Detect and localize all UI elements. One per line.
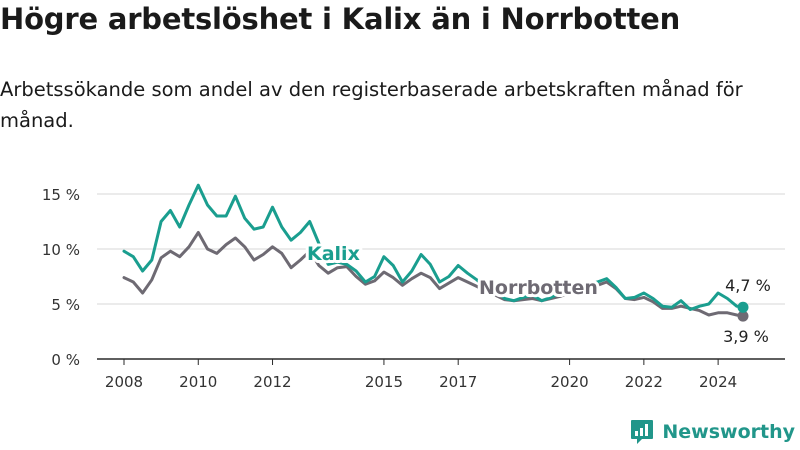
y-tick-label: 5 % — [51, 296, 80, 314]
end-value-label-norrbotten: 3,9 % — [723, 327, 769, 346]
series-label-norrbotten: Norrbotten — [479, 277, 598, 299]
axes: 0 % 5 % 10 % 15 % 2008 2010 2012 2015 2017 2020 20… — [42, 186, 785, 391]
series — [122, 183, 749, 322]
x-tick-label: 2010 — [179, 373, 217, 391]
series-label-kalix-halo: Kalix — [307, 243, 360, 265]
series-label-kalix: Kalix — [307, 243, 360, 265]
brand-name: Newsworthy — [662, 421, 795, 443]
y-tick-label: 0 % — [51, 351, 80, 369]
x-tick-label: 2024 — [699, 373, 737, 391]
y-tick-label: 15 % — [42, 186, 80, 204]
bar-chart-logo-icon — [631, 420, 654, 444]
gridlines — [97, 193, 785, 305]
chart-title: Högre arbetslöshet i Kalix än i Norrbott… — [0, 2, 681, 36]
x-tick-label: 2008 — [105, 373, 143, 391]
newsworthy-brand[interactable]: Newsworthy — [630, 419, 795, 445]
x-tick-label: 2020 — [550, 373, 588, 391]
end-point-kalix — [737, 301, 749, 313]
series-label-norrbotten-halo: Norrbotten — [479, 277, 598, 299]
x-tick-label: 2015 — [365, 373, 403, 391]
x-tick-label: 2022 — [625, 373, 663, 391]
series-line-norrbotten — [122, 231, 745, 318]
end-point-norrbotten — [737, 310, 749, 322]
end-value-label-kalix: 4,7 % — [725, 276, 771, 295]
y-tick-label: 10 % — [42, 241, 80, 259]
series-line-kalix — [122, 183, 745, 311]
chart-subtitle: Arbetssökande som andel av den registerb… — [0, 78, 743, 132]
x-tick-label: 2012 — [253, 373, 291, 391]
x-tick-label: 2017 — [439, 373, 477, 391]
